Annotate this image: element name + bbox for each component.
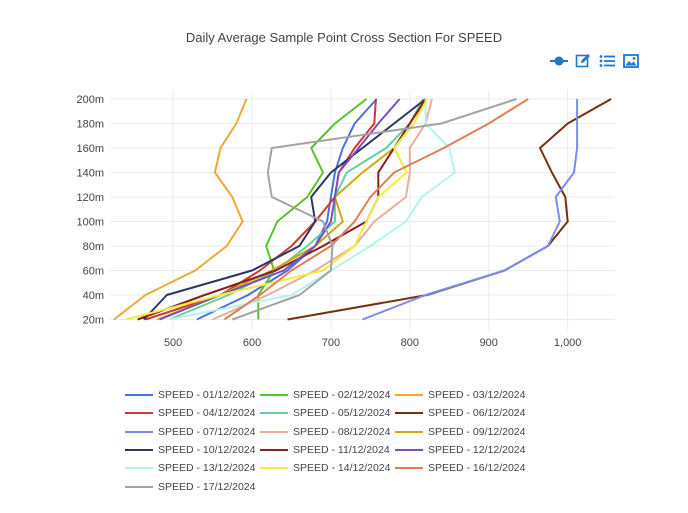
y-tick-label: 140m xyxy=(76,168,104,180)
legend-item[interactable]: SPEED - 17/12/2024 xyxy=(125,477,260,495)
edit-chart-icon[interactable] xyxy=(574,52,592,70)
image-download-icon[interactable] xyxy=(622,52,640,70)
legend-label: SPEED - 13/12/2024 xyxy=(158,462,256,475)
x-tick-label: 900 xyxy=(480,337,498,349)
legend-swatch xyxy=(125,485,153,488)
legend-label: SPEED - 09/12/2024 xyxy=(428,425,526,438)
legend-swatch xyxy=(125,412,153,415)
legend-item[interactable]: SPEED - 02/12/2024 xyxy=(260,386,395,404)
legend-label: SPEED - 01/12/2024 xyxy=(158,389,256,402)
x-tick-label: 800 xyxy=(401,337,419,349)
legend-item[interactable]: SPEED - 06/12/2024 xyxy=(395,404,545,422)
legend-item[interactable]: SPEED - 16/12/2024 xyxy=(395,459,545,477)
legend-item[interactable]: SPEED - 05/12/2024 xyxy=(260,404,395,422)
series-line-10[interactable] xyxy=(143,98,427,321)
plotly-logo-icon[interactable] xyxy=(550,52,568,70)
legend-swatch xyxy=(395,430,423,433)
legend-swatch xyxy=(260,449,288,452)
legend-label: SPEED - 02/12/2024 xyxy=(293,389,391,402)
legend-label: SPEED - 10/12/2024 xyxy=(158,444,256,457)
y-tick-label: 80m xyxy=(83,241,104,253)
legend-label: SPEED - 04/12/2024 xyxy=(158,407,256,420)
y-tick-label: 120m xyxy=(76,192,104,204)
legend-label: SPEED - 12/12/2024 xyxy=(428,444,526,457)
legend-label: SPEED - 06/12/2024 xyxy=(428,407,526,420)
y-tick-label: 200m xyxy=(76,94,104,106)
series-line-3[interactable] xyxy=(113,98,248,321)
show-data-icon[interactable] xyxy=(598,52,616,70)
legend-item[interactable]: SPEED - 07/12/2024 xyxy=(125,423,260,441)
legend-label: SPEED - 14/12/2024 xyxy=(293,462,391,475)
chart-title: Daily Average Sample Point Cross Section… xyxy=(185,30,503,45)
legend-swatch xyxy=(260,467,288,470)
x-tick-label: 600 xyxy=(243,337,261,349)
series-line-14[interactable] xyxy=(125,98,429,321)
x-tick-label: 700 xyxy=(322,337,340,349)
legend-swatch xyxy=(395,412,423,415)
y-tick-label: 160m xyxy=(76,143,104,155)
legend-item[interactable]: SPEED - 13/12/2024 xyxy=(125,459,260,477)
legend-label: SPEED - 07/12/2024 xyxy=(158,425,256,438)
legend-item[interactable]: SPEED - 04/12/2024 xyxy=(125,404,260,422)
y-tick-label: 60m xyxy=(83,266,104,278)
legend-item[interactable]: SPEED - 08/12/2024 xyxy=(260,423,395,441)
chart-toolbar xyxy=(550,52,640,70)
series-line-16[interactable] xyxy=(231,98,517,321)
chart-legend: SPEED - 01/12/2024 SPEED - 02/12/2024 SPEE… xyxy=(125,386,545,496)
y-tick-label: 100m xyxy=(76,217,104,229)
legend-item[interactable]: SPEED - 01/12/2024 xyxy=(125,386,260,404)
legend-label: SPEED - 11/12/2024 xyxy=(293,444,390,457)
legend-label: SPEED - 08/12/2024 xyxy=(293,425,391,438)
x-tick-label: 500 xyxy=(164,337,182,349)
legend-item[interactable]: SPEED - 11/12/2024 xyxy=(260,441,395,459)
legend-item[interactable]: SPEED - 12/12/2024 xyxy=(395,441,545,459)
legend-swatch xyxy=(125,467,153,470)
legend-item[interactable]: SPEED - 14/12/2024 xyxy=(260,459,395,477)
series-line-7[interactable] xyxy=(362,99,579,321)
legend-label: SPEED - 17/12/2024 xyxy=(158,480,256,493)
axis-ticks: 500 600 700 800 900 1,000 20m 40m 60m 80m 100m 120m… xyxy=(76,94,581,349)
grid-lines xyxy=(110,90,615,330)
legend-swatch xyxy=(260,430,288,433)
legend-swatch xyxy=(125,430,153,433)
legend-label: SPEED - 03/12/2024 xyxy=(428,389,526,402)
legend-label: SPEED - 05/12/2024 xyxy=(293,407,391,420)
series-line-2[interactable] xyxy=(257,98,368,320)
y-tick-label: 40m xyxy=(83,290,104,302)
legend-item[interactable]: SPEED - 10/12/2024 xyxy=(125,441,260,459)
y-tick-label: 180m xyxy=(76,119,104,131)
x-tick-label: 1,000 xyxy=(554,337,582,349)
series-line-13[interactable] xyxy=(169,99,456,321)
legend-swatch xyxy=(395,394,423,397)
legend-swatch xyxy=(125,394,153,397)
legend-swatch xyxy=(260,394,288,397)
legend-item[interactable]: SPEED - 09/12/2024 xyxy=(395,423,545,441)
legend-swatch xyxy=(125,449,153,452)
legend-swatch xyxy=(395,467,423,470)
series-line-12[interactable] xyxy=(159,98,401,321)
series-line-6[interactable] xyxy=(287,98,612,321)
legend-label: SPEED - 16/12/2024 xyxy=(428,462,526,475)
series-line-8[interactable] xyxy=(212,98,433,321)
legend-swatch xyxy=(260,412,288,415)
series-line-1[interactable] xyxy=(196,98,378,321)
series-line-15[interactable] xyxy=(223,98,529,321)
y-tick-label: 20m xyxy=(83,315,104,327)
legend-swatch xyxy=(395,449,423,452)
legend-item[interactable]: SPEED - 03/12/2024 xyxy=(395,386,545,404)
series-lines xyxy=(113,98,612,321)
